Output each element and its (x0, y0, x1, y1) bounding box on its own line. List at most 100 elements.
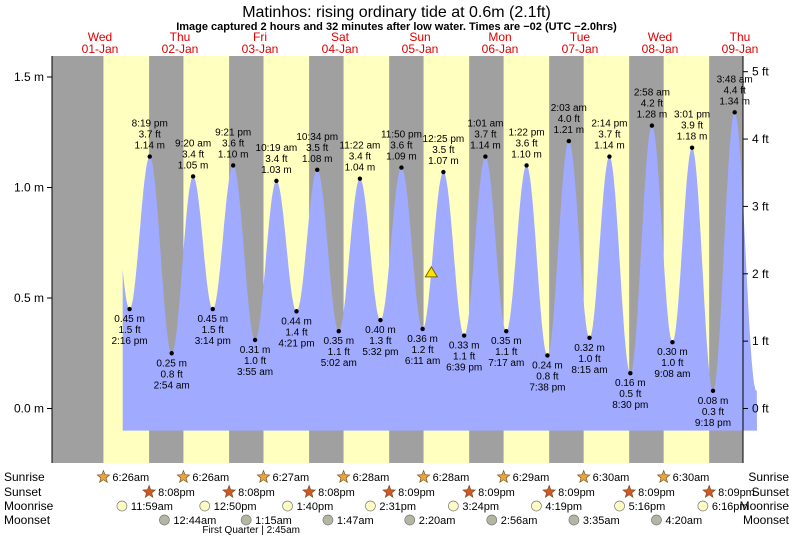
left-tick-label: 0.5 m (14, 291, 44, 305)
high-tide-time: 3:48 am (717, 74, 753, 85)
moonrise-icon (697, 500, 709, 512)
low-tide-time: 3:55 am (237, 367, 273, 378)
sun-star-icon (96, 469, 111, 483)
day-label-dow: Thu (730, 30, 751, 44)
high-tide-point (190, 174, 196, 179)
sunrise-time: 6:30am (593, 472, 630, 484)
low-tide-time: 7:38 pm (529, 382, 565, 393)
high-tide-ft: 3.7 ft (474, 130, 496, 141)
low-tide-point (587, 335, 592, 340)
low-tide-ft: 1.5 ft (118, 325, 140, 336)
low-tide-ft: 0.8 ft (536, 371, 558, 382)
low-tide-m: 0.35 m (323, 336, 354, 347)
low-tide-point (545, 353, 550, 358)
sunset-row-label-left: Sunset (4, 485, 42, 499)
left-tick-label: 1.0 m (14, 181, 44, 195)
day-label-date: 04-Jan (322, 42, 359, 56)
low-tide-ft: 1.3 ft (369, 336, 391, 347)
high-tide-time: 3:01 pm (674, 110, 710, 121)
moonset-time: 2:56am (501, 515, 538, 527)
day-label-dow: Thu (170, 30, 191, 44)
high-tide-time: 9:20 am (175, 138, 211, 149)
high-tide-time: 10:34 pm (296, 132, 338, 143)
high-tide-ft: 3.4 ft (182, 149, 204, 160)
sunset-time: 8:09pm (558, 487, 595, 499)
low-tide-m: 0.16 m (615, 378, 646, 389)
day-label-dow: Tue (570, 30, 591, 44)
sunset-time: 8:09pm (478, 487, 515, 499)
low-tide-ft: 1.0 ft (244, 356, 266, 367)
sun-star-icon (176, 469, 191, 483)
sun-star-icon (222, 484, 237, 498)
moonrise-time: 12:50pm (214, 501, 257, 513)
sun-star-icon (416, 469, 431, 483)
high-tide-time: 2:58 am (634, 88, 670, 99)
moonset-icon (404, 514, 416, 526)
sunset-row-label-right: Sunset (752, 485, 790, 499)
low-tide-ft: 0.5 ft (619, 389, 641, 400)
sunrise-time: 6:27am (273, 472, 310, 484)
high-tide-m: 1.07 m (428, 156, 459, 167)
high-tide-point (689, 145, 695, 150)
low-tide-point (504, 328, 509, 334)
moonset-time: 3:35am (583, 515, 620, 527)
low-tide-point (710, 388, 716, 394)
sun-star-icon (542, 484, 557, 498)
day-label-date: 06-Jan (482, 42, 519, 56)
low-tide-ft: 1.1 ft (453, 352, 475, 363)
sunset-time: 8:08pm (238, 487, 275, 499)
high-tide-ft: 3.4 ft (265, 154, 287, 165)
low-tide-point (169, 351, 174, 356)
low-tide-m: 0.24 m (532, 360, 563, 371)
moonset-time: 12:44am (173, 515, 216, 527)
sunrise-time: 6:28am (353, 472, 390, 484)
high-tide-point (230, 163, 236, 168)
high-tide-ft: 3.5 ft (432, 145, 454, 156)
moonset-time: 1:47am (337, 515, 374, 527)
low-tide-m: 0.45 m (197, 314, 228, 325)
tide-extreme-markers (127, 110, 737, 394)
high-tide-time: 2:14 pm (591, 119, 627, 130)
high-tide-ft: 4.0 ft (558, 114, 580, 125)
low-tide-point (378, 317, 383, 323)
moon-phase-label: First Quarter | 2:45am (202, 525, 300, 536)
low-tide-ft: 1.0 ft (578, 354, 600, 365)
high-tide-point (524, 163, 529, 168)
moonrise-time: 3:24pm (462, 501, 499, 513)
sun-star-icon (656, 469, 671, 483)
day-label-date: 07-Jan (562, 42, 599, 56)
sun-star-icon (496, 469, 511, 483)
day-label-dow: Mon (488, 30, 511, 44)
moonrise-time: 6:16pm (712, 501, 749, 513)
sun-star-icon (336, 469, 351, 483)
moonset-icon (651, 514, 662, 526)
high-tide-m: 1.18 m (677, 132, 708, 143)
high-tide-m: 1.10 m (511, 149, 542, 160)
low-tide-ft: 1.4 ft (285, 327, 307, 338)
day-label-date: 01-Jan (82, 42, 119, 56)
moonrise-time: 11:59am (131, 501, 173, 513)
high-tide-m: 1.05 m (178, 160, 209, 171)
day-label-date: 09-Jan (722, 42, 759, 56)
sun-star-icon (462, 484, 477, 498)
low-tide-point (252, 337, 258, 343)
low-tide-ft: 1.5 ft (202, 325, 224, 336)
low-tide-point (336, 328, 341, 334)
sunrise-time: 6:28am (433, 472, 470, 484)
sun-star-icon (302, 484, 317, 498)
high-tide-time: 11:50 pm (381, 130, 422, 141)
astronomy-rows: Sunrise Sunrise 6:26am 6:26am 6:27am 6:28am 6:… (4, 469, 790, 536)
low-tide-m: 0.31 m (240, 345, 271, 356)
low-tide-time: 4:21 pm (278, 338, 314, 349)
sunset-time: 8:09pm (718, 487, 755, 499)
low-tide-m: 0.30 m (657, 347, 688, 358)
moonrise-icon (199, 500, 211, 512)
low-tide-time: 9:18 pm (695, 418, 731, 429)
moonrise-icon (282, 500, 293, 512)
high-tide-time: 1:01 am (467, 119, 503, 130)
right-tick-label: 0 ft (752, 402, 769, 416)
low-tide-time: 9:08 am (654, 369, 690, 380)
low-tide-time: 8:30 pm (612, 400, 648, 411)
moonset-row-label-right: Moonset (743, 513, 790, 527)
low-tide-ft: 1.2 ft (411, 345, 433, 356)
